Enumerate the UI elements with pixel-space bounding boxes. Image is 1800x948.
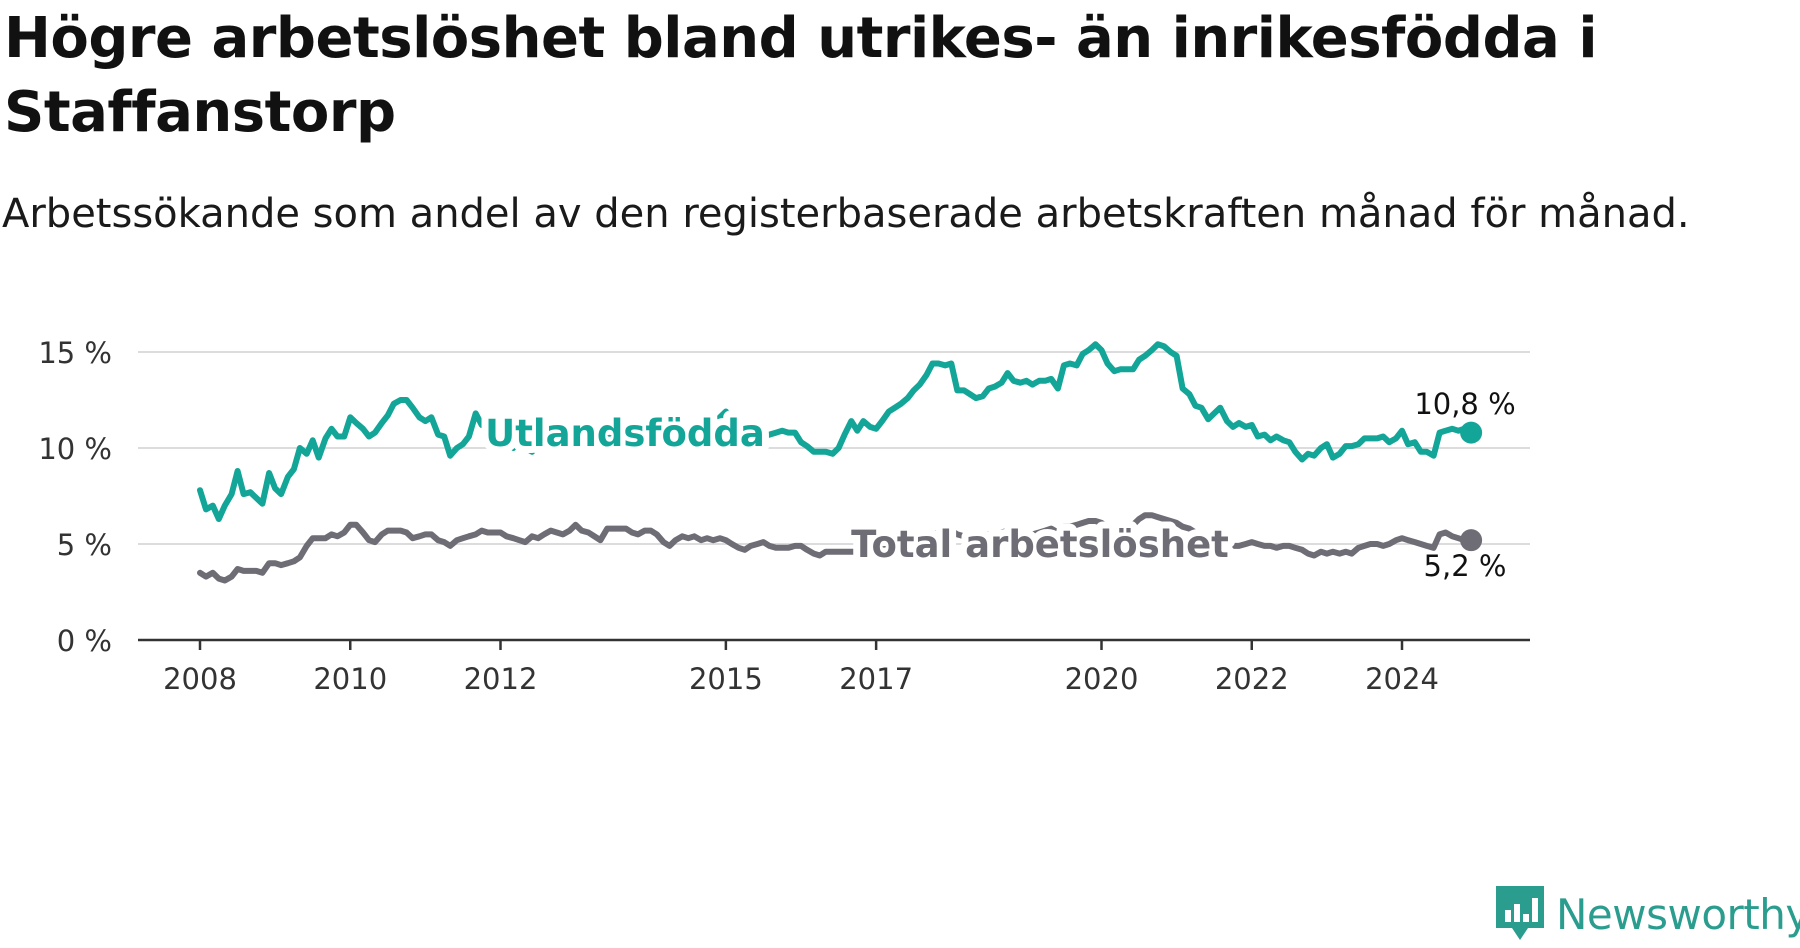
x-tick-label: 2017	[839, 662, 913, 696]
x-tick-label: 2024	[1365, 662, 1439, 696]
x-tick-label: 2008	[163, 662, 237, 696]
x-tick-label: 2020	[1065, 662, 1139, 696]
end-value-label: 10,8 %	[1414, 387, 1515, 421]
x-tick-label: 2012	[464, 662, 538, 696]
y-tick-label: 0 %	[57, 624, 112, 658]
series-label-utlandsfodda: Utlandsfödda	[485, 412, 765, 455]
brand-logo: Newsworthy	[1494, 880, 1800, 948]
series-label-total: Total arbetslöshet	[851, 523, 1229, 566]
y-tick-label: 5 %	[57, 528, 112, 562]
y-tick-label: 15 %	[38, 336, 112, 370]
series-end-marker	[1460, 529, 1483, 552]
series-line-total	[197, 512, 1475, 584]
series-line-utlandsfodda	[197, 341, 1475, 522]
series-end-marker	[1460, 421, 1483, 444]
end-value-label: 5,2 %	[1424, 549, 1507, 583]
x-tick-label: 2010	[313, 662, 387, 696]
newsworthy-logo-icon	[1496, 886, 1544, 940]
x-tick-label: 2022	[1215, 662, 1289, 696]
y-tick-label: 10 %	[38, 432, 112, 466]
chart-title: Högre arbetslöshet bland utrikes- än inr…	[4, 6, 1598, 145]
brand-name: Newsworthy	[1556, 889, 1800, 939]
chart-subtitle: Arbetssökande som andel av den registerb…	[2, 191, 1690, 237]
x-tick-label: 2015	[689, 662, 763, 696]
